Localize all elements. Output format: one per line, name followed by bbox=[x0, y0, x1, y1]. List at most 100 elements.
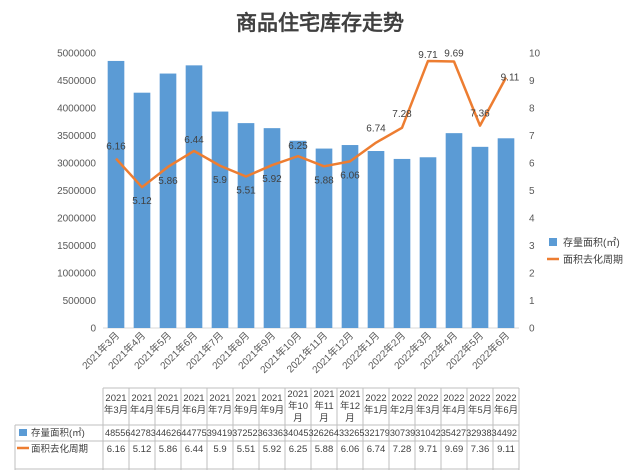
table-header-text: 年11 bbox=[314, 400, 333, 412]
line-data-label: 6.16 bbox=[106, 142, 126, 153]
table-header-text: 年10 bbox=[288, 400, 308, 412]
table-header-text: 年2月 bbox=[390, 404, 414, 416]
table-header-text: 月 bbox=[319, 413, 329, 424]
table-header-text: 年3月 bbox=[104, 404, 128, 416]
table-header-text: 月 bbox=[345, 413, 355, 424]
table-header-text: 年9月 bbox=[234, 404, 258, 416]
bar bbox=[133, 92, 151, 329]
table-header-text: 月 bbox=[293, 413, 303, 424]
line-data-label: 7.28 bbox=[392, 109, 412, 120]
bar bbox=[367, 151, 385, 328]
bar-series bbox=[107, 60, 515, 329]
table-row2-value: 5.92 bbox=[263, 444, 282, 455]
table-row2-value: 5.86 bbox=[159, 444, 178, 455]
y-right-tick-label: 4 bbox=[529, 214, 535, 225]
table-row2-value: 5.51 bbox=[237, 444, 256, 455]
line-data-label: 9.11 bbox=[501, 72, 520, 83]
table-header-text: 2021 bbox=[235, 393, 256, 404]
line-path bbox=[115, 59, 508, 189]
legend-bar-swatch bbox=[549, 238, 557, 246]
table-row2-value: 9.71 bbox=[419, 444, 438, 455]
table-header-text: 年7月 bbox=[208, 404, 232, 416]
table-header-text: 年3月 bbox=[416, 404, 440, 416]
table-row1-swatch bbox=[19, 429, 27, 436]
table-row2-value: 7.28 bbox=[393, 444, 412, 455]
y-right-tick-label: 6 bbox=[529, 159, 535, 170]
x-axis-labels: 2021年3月2021年4月2021年5月2021年6月2021年7月2021年… bbox=[79, 329, 512, 376]
bar bbox=[237, 123, 255, 328]
data-table: 2021年3月2021年4月2021年5月2021年6月2021年7月2021年… bbox=[14, 387, 520, 470]
y-left-tick-label: 500000 bbox=[63, 296, 97, 307]
table-row2-label: 面积去化周期 bbox=[31, 443, 88, 455]
line-series bbox=[115, 59, 508, 189]
line-data-label: 9.69 bbox=[444, 49, 464, 60]
table-row2-value: 9.11 bbox=[497, 444, 515, 455]
bar bbox=[185, 65, 203, 328]
y-right-tick-label: 0 bbox=[529, 324, 535, 335]
bar bbox=[211, 111, 229, 329]
bar bbox=[471, 146, 489, 328]
y-left-tick-label: 3000000 bbox=[57, 159, 96, 170]
table-header-text: 2021 bbox=[287, 389, 308, 400]
table-header-text: 2021 bbox=[105, 393, 126, 404]
table-header-text: 2022 bbox=[365, 393, 386, 404]
line-data-label: 5.92 bbox=[262, 174, 282, 185]
table-header-text: 年5月 bbox=[468, 404, 492, 416]
line-data-label: 5.12 bbox=[132, 196, 152, 207]
table-header-text: 2021 bbox=[261, 393, 282, 404]
table-row1-values: 4855642783446264477539419372523633634045… bbox=[105, 428, 517, 439]
table-row2-value: 7.36 bbox=[471, 444, 490, 455]
table-header-text: 2021 bbox=[157, 393, 178, 404]
table-row2-value: 6.44 bbox=[185, 444, 204, 455]
y-left-tick-label: 1500000 bbox=[57, 241, 96, 252]
table-header-text: 年4月 bbox=[130, 404, 154, 416]
y-left-tick-label: 3500000 bbox=[57, 131, 96, 142]
bar bbox=[393, 158, 411, 328]
table-header-text: 年4月 bbox=[442, 404, 466, 416]
line-data-label: 6.06 bbox=[340, 170, 360, 181]
table-header-text: 2021 bbox=[183, 393, 204, 404]
table-row1-label: 存量面积(㎡) bbox=[31, 427, 85, 439]
line-data-label: 9.71 bbox=[418, 50, 438, 61]
table-header-text: 2021 bbox=[131, 393, 152, 404]
y-left-tick-label: 4000000 bbox=[57, 104, 96, 115]
y-left-tick-label: 4500000 bbox=[57, 76, 96, 87]
legend-line-label: 面积去化周期 bbox=[563, 253, 623, 266]
line-data-label: 6.44 bbox=[184, 135, 204, 146]
bar bbox=[315, 148, 333, 328]
chart-title: 商品住宅库存走势 bbox=[236, 11, 404, 35]
table-row2-value: 6.74 bbox=[367, 444, 386, 455]
y-right-tick-label: 8 bbox=[529, 104, 535, 115]
line-data-label: 5.9 bbox=[213, 175, 227, 186]
table-header-text: 2021 bbox=[209, 393, 230, 404]
y-right-tick-label: 3 bbox=[529, 241, 535, 252]
table-row2-value: 5.88 bbox=[315, 444, 334, 455]
line-data-label: 5.86 bbox=[158, 176, 178, 187]
table-header-text: 年6月 bbox=[182, 404, 206, 416]
y-left-tick-label: 5000000 bbox=[57, 49, 96, 60]
y-right-tick-label: 10 bbox=[529, 49, 541, 60]
bar bbox=[159, 73, 177, 328]
line-data-label: 5.51 bbox=[236, 185, 256, 196]
y-left-tick-label: 1000000 bbox=[57, 269, 96, 280]
table-header-text: 年12 bbox=[340, 400, 360, 412]
bar bbox=[419, 157, 437, 328]
table-header-text: 2022 bbox=[417, 393, 438, 404]
axes: 0 500000 1000000 1500000 2000000 2500000 30000… bbox=[57, 49, 540, 335]
table-header-text: 2021 bbox=[313, 389, 334, 400]
y-right-tick-label: 5 bbox=[529, 186, 535, 197]
table-row2-value: 6.06 bbox=[341, 444, 360, 455]
y-left-tick-label: 2000000 bbox=[57, 214, 96, 225]
table-header-text: 年9月 bbox=[260, 404, 284, 416]
table-header-text: 2022 bbox=[391, 393, 412, 404]
line-data-label: 6.74 bbox=[366, 124, 386, 135]
line-data-label: 6.25 bbox=[288, 141, 308, 152]
table-header-text: 年6月 bbox=[494, 404, 518, 416]
table-header-text: 2022 bbox=[495, 393, 516, 404]
table-row2-value: 5.12 bbox=[133, 444, 152, 455]
bar bbox=[289, 140, 307, 328]
table-header-text: 2021 bbox=[339, 389, 360, 400]
bar bbox=[107, 60, 125, 328]
